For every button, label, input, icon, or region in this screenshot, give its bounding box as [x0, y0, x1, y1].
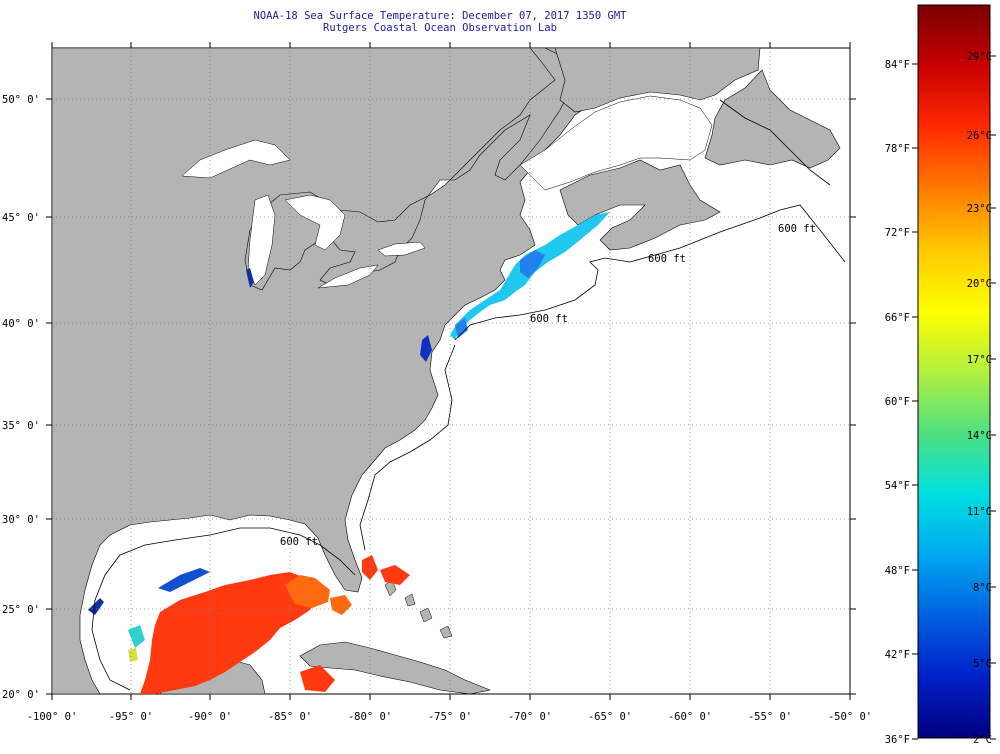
isobath-600ft-atlantic — [454, 204, 846, 341]
colorbar-c-label: 29°C — [967, 51, 992, 63]
isobath-label-4: 600 ft — [280, 536, 318, 548]
colorbar-f-label: 54°F — [885, 480, 910, 492]
colorbar-c-label: 2°C — [973, 734, 992, 746]
colorbar-f-label: 72°F — [885, 227, 910, 239]
colorbar-labels: 84°F 78°F 72°F 66°F 60°F 54°F 48°F 42°F 36°F 29°C… — [885, 51, 996, 746]
land-newfoundland — [704, 69, 841, 169]
sst-gulf-blue-streak — [158, 568, 210, 592]
colorbar-c-label: 14°C — [967, 430, 992, 442]
lake-huron — [284, 194, 346, 251]
colorbar-c-label: 26°C — [967, 130, 992, 142]
colorbar-f-label: 42°F — [885, 649, 910, 661]
sst-gulf-cool-spot — [128, 625, 145, 648]
lon-label: -65° 0' — [588, 711, 632, 723]
lon-label: -70° 0' — [508, 711, 552, 723]
colorbar-f-label: 84°F — [885, 59, 910, 71]
lat-label: 30° 0' — [2, 514, 40, 526]
colorbar-c-label: 20°C — [967, 278, 992, 290]
lake-ontario — [377, 241, 426, 257]
lon-label: -80° 0' — [348, 711, 392, 723]
sst-lake-michigan-edge — [246, 268, 254, 288]
colorbar — [917, 4, 991, 739]
graticule — [52, 48, 850, 694]
lon-label: -75° 0' — [428, 711, 472, 723]
lon-label: -90° 0' — [188, 711, 232, 723]
land-bahamas — [384, 579, 453, 639]
sst-cuba-north — [300, 665, 335, 692]
colorbar-f-label: 60°F — [885, 396, 910, 408]
sst-florida-straits — [362, 555, 410, 585]
sst-texas-blue — [88, 598, 104, 615]
land-labrador — [554, 48, 761, 113]
colorbar-f-label: 78°F — [885, 143, 910, 155]
isobath-600ft-se — [359, 344, 456, 551]
colorbar-c-label: 17°C — [967, 354, 992, 366]
colorbar-c-label: 8°C — [973, 582, 992, 594]
colorbar-f-label: 36°F — [885, 734, 910, 746]
lake-michigan — [247, 194, 276, 286]
lat-label: 45° 0' — [2, 212, 40, 224]
sst-gulf-yellow-spot — [128, 648, 138, 662]
isobath-600ft-labrador — [719, 99, 831, 186]
isobath-600ft-gulf — [91, 527, 356, 691]
lon-label: -95° 0' — [109, 711, 153, 723]
sst-chesapeake — [420, 335, 432, 362]
lon-label: -60° 0' — [668, 711, 712, 723]
sst-gulf-warm-main — [140, 572, 320, 694]
isobath-label-2: 600 ft — [648, 253, 686, 265]
lat-label: 25° 0' — [2, 604, 40, 616]
map-title: NOAA-18 Sea Surface Temperature: Decembe… — [253, 10, 627, 22]
gulf-st-lawrence — [519, 95, 713, 191]
lon-label: -100° 0' — [27, 711, 78, 723]
colorbar-c-label: 23°C — [967, 203, 992, 215]
lat-label: 20° 0' — [2, 689, 40, 701]
lon-label: -55° 0' — [748, 711, 792, 723]
lake-erie — [317, 264, 379, 289]
colorbar-c-label: 5°C — [973, 658, 992, 670]
lat-label: 35° 0' — [2, 420, 40, 432]
land-cuba — [299, 641, 492, 694]
axis-ticks: 50° 0' 45° 0' 40° 0' 35° 0' 30° 0' 25° 0' 20° … — [2, 42, 872, 723]
colorbar-c-label: 11°C — [967, 506, 992, 518]
lat-label: 40° 0' — [2, 318, 40, 330]
sst-maine-inner — [455, 250, 545, 338]
map-subtitle: Rutgers Coastal Ocean Observation Lab — [323, 22, 557, 34]
lat-label: 50° 0' — [2, 94, 40, 106]
isobath-label-3: 600 ft — [778, 223, 816, 235]
land-nova-scotia — [559, 159, 721, 251]
lon-label: -50° 0' — [828, 711, 872, 723]
sst-gulf-warm-orange — [285, 575, 352, 615]
lon-label: -85° 0' — [268, 711, 312, 723]
colorbar-f-label: 48°F — [885, 565, 910, 577]
isobath-label-1: 600 ft — [530, 313, 568, 325]
colorbar-f-label: 66°F — [885, 312, 910, 324]
